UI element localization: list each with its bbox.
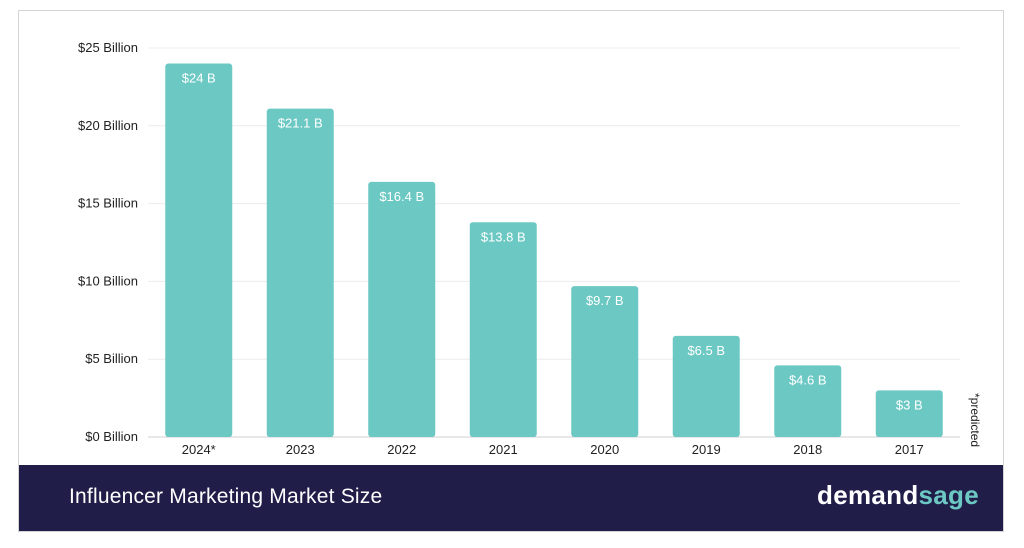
data-label: $21.1 B <box>278 116 323 131</box>
bar <box>266 108 334 438</box>
bar <box>368 181 436 437</box>
x-tick-label: 2022 <box>387 442 416 457</box>
y-tick-label: $0 Billion <box>85 429 138 444</box>
chart-title: Influencer Marketing Market Size <box>69 485 383 508</box>
brand-logo: demandsage <box>817 480 979 511</box>
data-label: $4.6 B <box>789 372 827 387</box>
y-tick-label: $10 Billion <box>78 273 138 288</box>
x-tick-label: 2018 <box>793 442 822 457</box>
x-tick-label: 2021 <box>489 442 518 457</box>
x-tick-label: 2019 <box>692 442 721 457</box>
x-tick-label: 2020 <box>590 442 619 457</box>
brand-logo-part2: sage <box>918 480 979 510</box>
data-label: $13.8 B <box>481 229 526 244</box>
bar <box>469 222 537 437</box>
y-tick-label: $5 Billion <box>85 351 138 366</box>
x-tick-label: 2017 <box>895 442 924 457</box>
y-tick-label: $15 Billion <box>78 196 138 211</box>
data-label: $6.5 B <box>687 343 725 358</box>
footer-banner: Influencer Marketing Market Size demands… <box>19 465 1003 531</box>
data-label: $16.4 B <box>379 189 424 204</box>
x-tick-label: 2023 <box>286 442 315 457</box>
data-label: $9.7 B <box>586 293 624 308</box>
bar <box>774 365 842 437</box>
brand-logo-part1: demand <box>817 480 919 510</box>
bar <box>875 390 943 437</box>
data-label: $24 B <box>182 71 216 86</box>
y-tick-label: $20 Billion <box>78 118 138 133</box>
bar <box>571 286 639 437</box>
bar <box>672 335 740 437</box>
bar <box>165 63 233 438</box>
y-tick-label: $25 Billion <box>78 40 138 55</box>
data-label: $3 B <box>896 397 923 412</box>
x-tick-label: 2024* <box>182 442 216 457</box>
predicted-note: *predicted <box>968 393 982 447</box>
